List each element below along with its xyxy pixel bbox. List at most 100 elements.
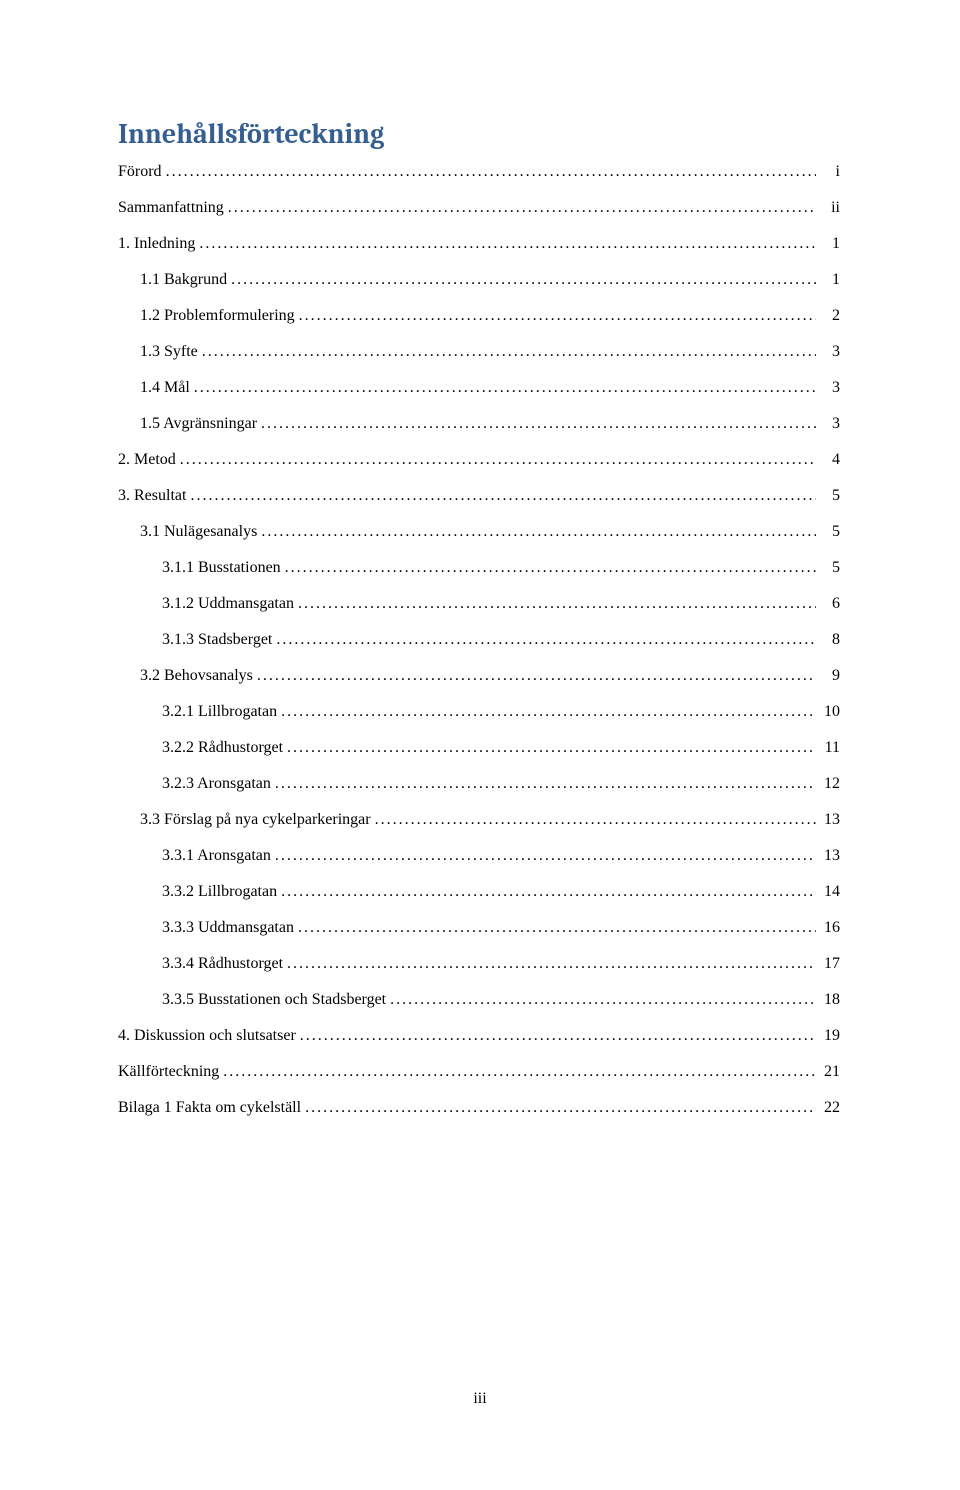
toc-entry-label: 3.1.2 Uddmansgatan <box>162 596 294 612</box>
toc-entry: Sammanfattning ii <box>118 200 840 216</box>
toc-entry: 4. Diskussion och slutsatser19 <box>118 1028 840 1044</box>
toc-leader-dots <box>194 380 816 396</box>
toc-entry: 3.2.3 Aronsgatan12 <box>118 776 840 792</box>
toc-entry-label: 1.2 Problemformulering <box>140 308 295 324</box>
toc-leader-dots <box>202 344 816 360</box>
toc-entry-label: 3.3.2 Lillbrogatan <box>162 884 277 900</box>
toc-entry: 3.1.2 Uddmansgatan6 <box>118 596 840 612</box>
toc-entry-label: 1.5 Avgränsningar <box>140 416 257 432</box>
toc-leader-dots <box>199 236 816 252</box>
toc-entry-label: 3.2.2 Rådhustorget <box>162 740 283 756</box>
toc-leader-dots <box>300 1028 816 1044</box>
toc-entry-page: 18 <box>820 992 840 1008</box>
toc-entry-page: i <box>820 164 840 180</box>
toc-title: Innehållsförteckning <box>118 118 840 150</box>
toc-entry-page: 5 <box>820 524 840 540</box>
toc-leader-dots <box>275 848 816 864</box>
toc-leader-dots <box>281 704 816 720</box>
toc-entry: 1. Inledning 1 <box>118 236 840 252</box>
toc-entry-page: 4 <box>820 452 840 468</box>
toc-leader-dots <box>305 1100 816 1116</box>
toc-entry: Bilaga 1 Fakta om cykelställ 22 <box>118 1100 840 1116</box>
toc-entry-page: 3 <box>820 380 840 396</box>
toc-leader-dots <box>190 488 816 504</box>
toc-entry-label: 3. Resultat <box>118 488 186 504</box>
toc-entry-label: 3.2.1 Lillbrogatan <box>162 704 277 720</box>
toc-entry: 3.3 Förslag på nya cykelparkeringar 13 <box>118 812 840 828</box>
toc-entry: 3.2.2 Rådhustorget 11 <box>118 740 840 756</box>
toc-entry-page: ii <box>820 200 840 216</box>
toc-entry: 3.3.1 Aronsgatan 13 <box>118 848 840 864</box>
toc-entry: Förord i <box>118 164 840 180</box>
toc-entry-label: Sammanfattning <box>118 200 224 216</box>
toc-entry-page: 13 <box>820 812 840 828</box>
toc-entry: 2. Metod 4 <box>118 452 840 468</box>
toc-entry-page: 2 <box>820 308 840 324</box>
toc-entry-label: 1.1 Bakgrund <box>140 272 227 288</box>
toc-entry-page: 16 <box>820 920 840 936</box>
toc-entry-page: 10 <box>820 704 840 720</box>
toc-entry: 3.3.4 Rådhustorget 17 <box>118 956 840 972</box>
toc-entry-label: 3.3.1 Aronsgatan <box>162 848 271 864</box>
toc-entry-label: 3.3 Förslag på nya cykelparkeringar <box>140 812 371 828</box>
toc-entry-label: 3.2.3 Aronsgatan <box>162 776 271 792</box>
toc-entry: 3.3.3 Uddmansgatan16 <box>118 920 840 936</box>
toc-entry-label: Förord <box>118 164 162 180</box>
toc-leader-dots <box>275 776 816 792</box>
toc-entry-page: 13 <box>820 848 840 864</box>
toc-entry: 1.1 Bakgrund 1 <box>118 272 840 288</box>
toc-entry: 3.1.3 Stadsberget8 <box>118 632 840 648</box>
toc-entry-label: 1.3 Syfte <box>140 344 198 360</box>
toc-leader-dots <box>281 884 816 900</box>
toc-entry-page: 3 <box>820 344 840 360</box>
toc-entry-label: Källförteckning <box>118 1064 219 1080</box>
toc-leader-dots <box>166 164 816 180</box>
toc-entry-page: 5 <box>820 560 840 576</box>
toc-entry-page: 1 <box>820 272 840 288</box>
toc-leader-dots <box>287 740 816 756</box>
toc-entry-page: 3 <box>820 416 840 432</box>
toc-entry: 3.1 Nulägesanalys 5 <box>118 524 840 540</box>
toc-entry-page: 17 <box>820 956 840 972</box>
toc-leader-dots <box>299 308 816 324</box>
toc-entry-label: 3.1.3 Stadsberget <box>162 632 272 648</box>
toc-entry: 3.3.5 Busstationen och Stadsberget 18 <box>118 992 840 1008</box>
toc-entry: 1.2 Problemformulering 2 <box>118 308 840 324</box>
toc-entry-page: 9 <box>820 668 840 684</box>
toc-entry: 1.3 Syfte 3 <box>118 344 840 360</box>
toc-entry-label: 3.2 Behovsanalys <box>140 668 253 684</box>
page-number: iii <box>0 1390 960 1408</box>
toc-entry-label: 4. Diskussion och slutsatser <box>118 1028 296 1044</box>
toc-entry-label: 3.3.4 Rådhustorget <box>162 956 283 972</box>
toc-entry-page: 5 <box>820 488 840 504</box>
toc-leader-dots <box>261 524 816 540</box>
toc-leader-dots <box>223 1064 816 1080</box>
toc-entry: 3.1.1 Busstationen 5 <box>118 560 840 576</box>
toc-leader-dots <box>257 668 816 684</box>
toc-leader-dots <box>375 812 816 828</box>
toc-leader-dots <box>231 272 816 288</box>
toc-leader-dots <box>180 452 816 468</box>
toc-leader-dots <box>285 560 816 576</box>
toc-entry-label: 1. Inledning <box>118 236 195 252</box>
toc-entry-label: 3.1 Nulägesanalys <box>140 524 257 540</box>
toc-leader-dots <box>228 200 816 216</box>
toc-entry-label: 3.1.1 Busstationen <box>162 560 281 576</box>
toc-entry-label: Bilaga 1 Fakta om cykelställ <box>118 1100 301 1116</box>
toc-entry: 3.2.1 Lillbrogatan 10 <box>118 704 840 720</box>
toc-entry-label: 3.3.5 Busstationen och Stadsberget <box>162 992 386 1008</box>
toc-entry-page: 11 <box>820 740 840 756</box>
toc-leader-dots <box>287 956 816 972</box>
toc-entry: 3. Resultat 5 <box>118 488 840 504</box>
toc-leader-dots <box>390 992 816 1008</box>
toc-leader-dots <box>276 632 816 648</box>
toc-entry-label: 1.4 Mål <box>140 380 190 396</box>
toc-entry-page: 22 <box>820 1100 840 1116</box>
toc-entry-page: 1 <box>820 236 840 252</box>
toc-entry: 1.5 Avgränsningar 3 <box>118 416 840 432</box>
toc-entry: 3.2 Behovsanalys 9 <box>118 668 840 684</box>
toc-entry-page: 21 <box>820 1064 840 1080</box>
toc-leader-dots <box>298 596 816 612</box>
toc-leader-dots <box>261 416 816 432</box>
toc-entry-label: 2. Metod <box>118 452 176 468</box>
